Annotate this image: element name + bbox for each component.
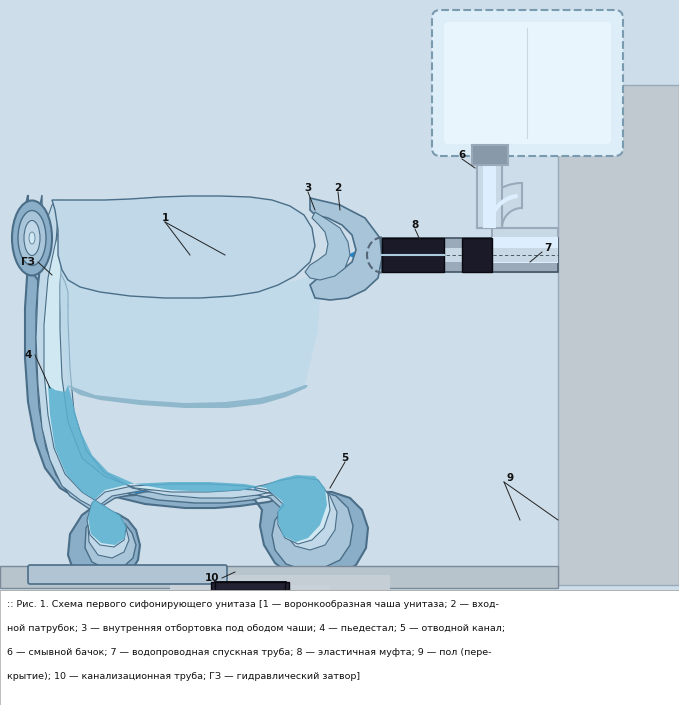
Bar bbox=[170, 585, 330, 620]
Polygon shape bbox=[36, 200, 337, 558]
Bar bbox=[382, 238, 444, 272]
Bar bbox=[471, 145, 507, 165]
Text: ной патрубок; 3 — внутренняя отбортовка под ободом чаши; 4 — пьедестал; 5 — отво: ной патрубок; 3 — внутренняя отбортовка … bbox=[7, 624, 505, 633]
Bar bbox=[227, 582, 273, 645]
Text: 3: 3 bbox=[304, 183, 312, 193]
Bar bbox=[0, 590, 679, 705]
Polygon shape bbox=[48, 385, 327, 545]
Polygon shape bbox=[22, 195, 368, 584]
Text: :: Рис. 1. Схема первого сифонирующего унитаза [1 — воронкообразная чаша унитаза: :: Рис. 1. Схема первого сифонирующего у… bbox=[7, 600, 499, 609]
Polygon shape bbox=[305, 212, 350, 280]
Text: 1: 1 bbox=[162, 213, 168, 223]
Text: 6: 6 bbox=[458, 150, 466, 160]
Bar bbox=[215, 582, 285, 590]
Text: 7: 7 bbox=[545, 243, 551, 253]
Text: 4: 4 bbox=[24, 350, 32, 360]
Polygon shape bbox=[477, 183, 522, 228]
Bar bbox=[483, 155, 496, 228]
Ellipse shape bbox=[12, 200, 52, 276]
Text: 9: 9 bbox=[507, 473, 513, 483]
Text: ГЗ: ГЗ bbox=[21, 257, 35, 267]
Bar bbox=[462, 238, 492, 272]
Polygon shape bbox=[44, 205, 330, 547]
Ellipse shape bbox=[18, 211, 46, 266]
Bar bbox=[382, 238, 558, 272]
Text: 2: 2 bbox=[334, 183, 342, 193]
Polygon shape bbox=[36, 195, 353, 570]
Text: крытие); 10 — канализационная труба; ГЗ — гидравлический затвор]: крытие); 10 — канализационная труба; ГЗ … bbox=[7, 672, 360, 681]
FancyBboxPatch shape bbox=[444, 22, 611, 144]
Text: 6 — смывной бачок; 7 — водопроводная спускная труба; 8 — эластичная муфта; 9 — п: 6 — смывной бачок; 7 — водопроводная спу… bbox=[7, 648, 492, 657]
Text: 5: 5 bbox=[342, 453, 348, 463]
Bar bbox=[477, 155, 502, 228]
Bar bbox=[215, 582, 285, 645]
Bar bbox=[558, 85, 679, 585]
Text: 8: 8 bbox=[411, 220, 419, 230]
FancyBboxPatch shape bbox=[28, 565, 227, 584]
Bar bbox=[170, 575, 390, 610]
Bar bbox=[492, 237, 558, 263]
Bar bbox=[0, 566, 558, 588]
Polygon shape bbox=[310, 198, 382, 300]
Bar bbox=[382, 248, 558, 262]
FancyBboxPatch shape bbox=[432, 10, 623, 156]
Polygon shape bbox=[60, 225, 320, 403]
Ellipse shape bbox=[24, 221, 40, 255]
Polygon shape bbox=[52, 196, 315, 298]
Bar bbox=[211, 582, 289, 594]
Ellipse shape bbox=[29, 232, 35, 244]
Text: 10: 10 bbox=[205, 573, 219, 583]
Bar bbox=[492, 228, 558, 272]
Polygon shape bbox=[68, 385, 308, 408]
